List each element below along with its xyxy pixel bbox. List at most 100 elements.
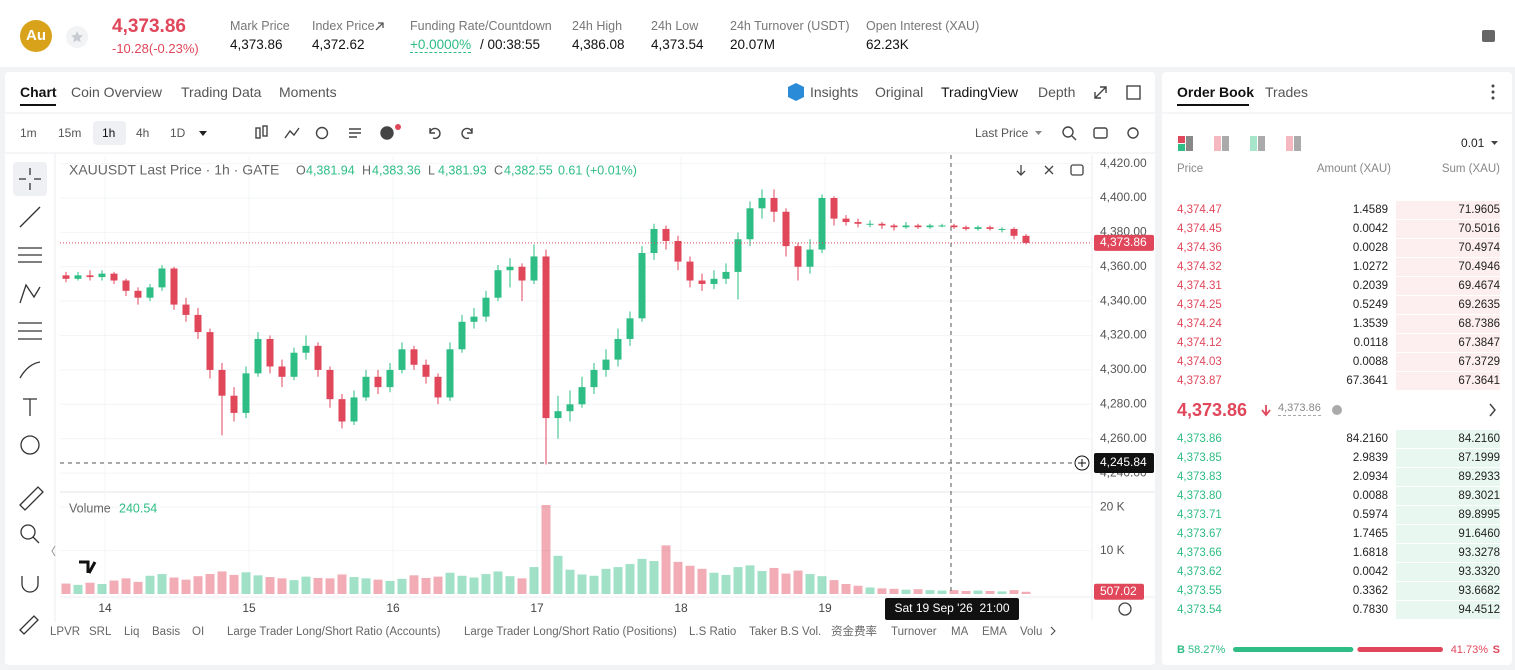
- more-icon[interactable]: [1491, 84, 1495, 100]
- bid-depth: [1396, 487, 1500, 505]
- interval-selected: [93, 121, 126, 145]
- dropdown-icon[interactable]: [1035, 131, 1042, 135]
- ohlc-key: L: [428, 163, 435, 177]
- window-icon[interactable]: [1126, 85, 1141, 100]
- volume-bar: [193, 576, 203, 594]
- indicator[interactable]: Basis: [152, 626, 181, 638]
- expand-icon[interactable]: [1094, 86, 1107, 99]
- book-view-icons[interactable]: [1178, 136, 1301, 151]
- view-tab[interactable]: Insights: [810, 84, 859, 100]
- indicator[interactable]: 资金费率: [831, 626, 877, 638]
- interval[interactable]: 1m: [20, 126, 37, 140]
- chart-tab[interactable]: Coin Overview: [71, 84, 163, 100]
- candle-body: [458, 321, 466, 350]
- volume-bar: [241, 572, 251, 594]
- indicator[interactable]: OI: [192, 626, 205, 638]
- stat-label: Index Price: [312, 19, 375, 33]
- candle-body: [1022, 235, 1030, 243]
- collapse-icon[interactable]: [51, 545, 56, 557]
- indicator[interactable]: SRL: [89, 626, 112, 638]
- crosshair-price-tag: [1094, 453, 1154, 474]
- view-tab[interactable]: TradingView: [941, 84, 1019, 100]
- price-change: -10.28(-0.23%): [112, 41, 199, 56]
- indicator[interactable]: Volu: [1020, 626, 1043, 638]
- volume-bar: [973, 590, 983, 594]
- ask-depth: [1396, 353, 1500, 371]
- candle-body: [842, 218, 850, 223]
- candle-body: [890, 225, 898, 228]
- volume-bar: [601, 568, 611, 594]
- interval[interactable]: 1h: [102, 126, 116, 140]
- last-price-label: 4,373.86: [1100, 235, 1147, 249]
- bid-depth: [1396, 506, 1500, 524]
- candle-body: [398, 349, 406, 370]
- volume-bar: [169, 577, 179, 594]
- volume-bar: [829, 580, 839, 594]
- pane-buttons[interactable]: [1016, 164, 1084, 176]
- scroll-icon[interactable]: [1050, 626, 1056, 636]
- candle-body: [446, 349, 454, 398]
- tab-underline: [1177, 104, 1249, 106]
- col-header: Sum (XAU): [1441, 163, 1500, 175]
- view-tab[interactable]: Depth: [1038, 84, 1076, 100]
- ohlc-key: H: [362, 163, 371, 177]
- buy-letter: B: [1177, 644, 1185, 656]
- candle-body: [578, 387, 586, 405]
- candle-body: [650, 228, 658, 254]
- row-amount: 0.7830: [1352, 604, 1388, 616]
- chart-tab[interactable]: Moments: [279, 84, 337, 100]
- candle-body: [254, 338, 262, 374]
- indicator[interactable]: Liq: [124, 626, 140, 638]
- volume-bar: [769, 567, 779, 594]
- indicator[interactable]: Turnover: [891, 626, 937, 638]
- row-amount: 1.7465: [1352, 528, 1388, 540]
- view-tab[interactable]: Original: [875, 84, 924, 100]
- indicator[interactable]: Large Trader Long/Short Ratio (Accounts): [227, 626, 441, 638]
- volume-bar: [1009, 590, 1019, 594]
- volume-bar: [205, 574, 215, 594]
- volume-bar: [949, 590, 959, 594]
- volume-bar: [181, 579, 191, 594]
- price-source[interactable]: Last Price: [975, 126, 1029, 140]
- candle-body: [782, 211, 790, 247]
- row-sum: 93.3320: [1458, 566, 1500, 578]
- bid-depth: [1396, 601, 1500, 619]
- indicator[interactable]: EMA: [982, 626, 1007, 638]
- indicator[interactable]: LPVR: [50, 626, 81, 638]
- indicator[interactable]: MA: [951, 626, 969, 638]
- interval[interactable]: 1D: [170, 126, 186, 140]
- interval[interactable]: 4h: [136, 126, 150, 140]
- toolbar-icons[interactable]: [255, 125, 1139, 141]
- candle-body: [998, 228, 1006, 230]
- book-tab[interactable]: Trades: [1265, 84, 1309, 100]
- candle-body: [698, 280, 706, 284]
- row-sum: 93.6682: [1458, 585, 1500, 597]
- header-icon[interactable]: [1482, 30, 1495, 42]
- candle-body: [602, 359, 610, 370]
- volume-bar: [133, 581, 143, 594]
- book-tab[interactable]: Order Book: [1177, 84, 1255, 100]
- dropdown-icon[interactable]: [199, 131, 207, 136]
- dropdown-icon[interactable]: [1491, 141, 1498, 145]
- badge: [395, 124, 401, 130]
- sell-ratio: 41.73%: [1450, 644, 1488, 656]
- candle-body: [746, 208, 754, 240]
- indicator[interactable]: Large Trader Long/Short Ratio (Positions…: [464, 626, 677, 638]
- ask-depth: [1396, 296, 1500, 314]
- candle-body: [362, 376, 370, 398]
- chevron[interactable]: [1489, 403, 1496, 417]
- row-sum: 68.7386: [1458, 318, 1500, 330]
- drawing-tools[interactable]: [18, 168, 44, 635]
- volume-bar: [277, 578, 287, 594]
- chart-tab[interactable]: Chart: [20, 84, 57, 100]
- precision[interactable]: 0.01: [1461, 136, 1485, 150]
- y-tick-label: 4,280.00: [1100, 396, 1147, 410]
- indicator[interactable]: L.S Ratio: [689, 626, 737, 638]
- indicator[interactable]: Taker B.S Vol.: [749, 626, 822, 638]
- interval[interactable]: 15m: [58, 126, 82, 140]
- settings-icon[interactable]: [1118, 602, 1132, 616]
- ohlc-value: 4,383.36: [372, 163, 421, 177]
- row-sum: 94.4512: [1458, 604, 1500, 616]
- chart-tab[interactable]: Trading Data: [181, 84, 262, 100]
